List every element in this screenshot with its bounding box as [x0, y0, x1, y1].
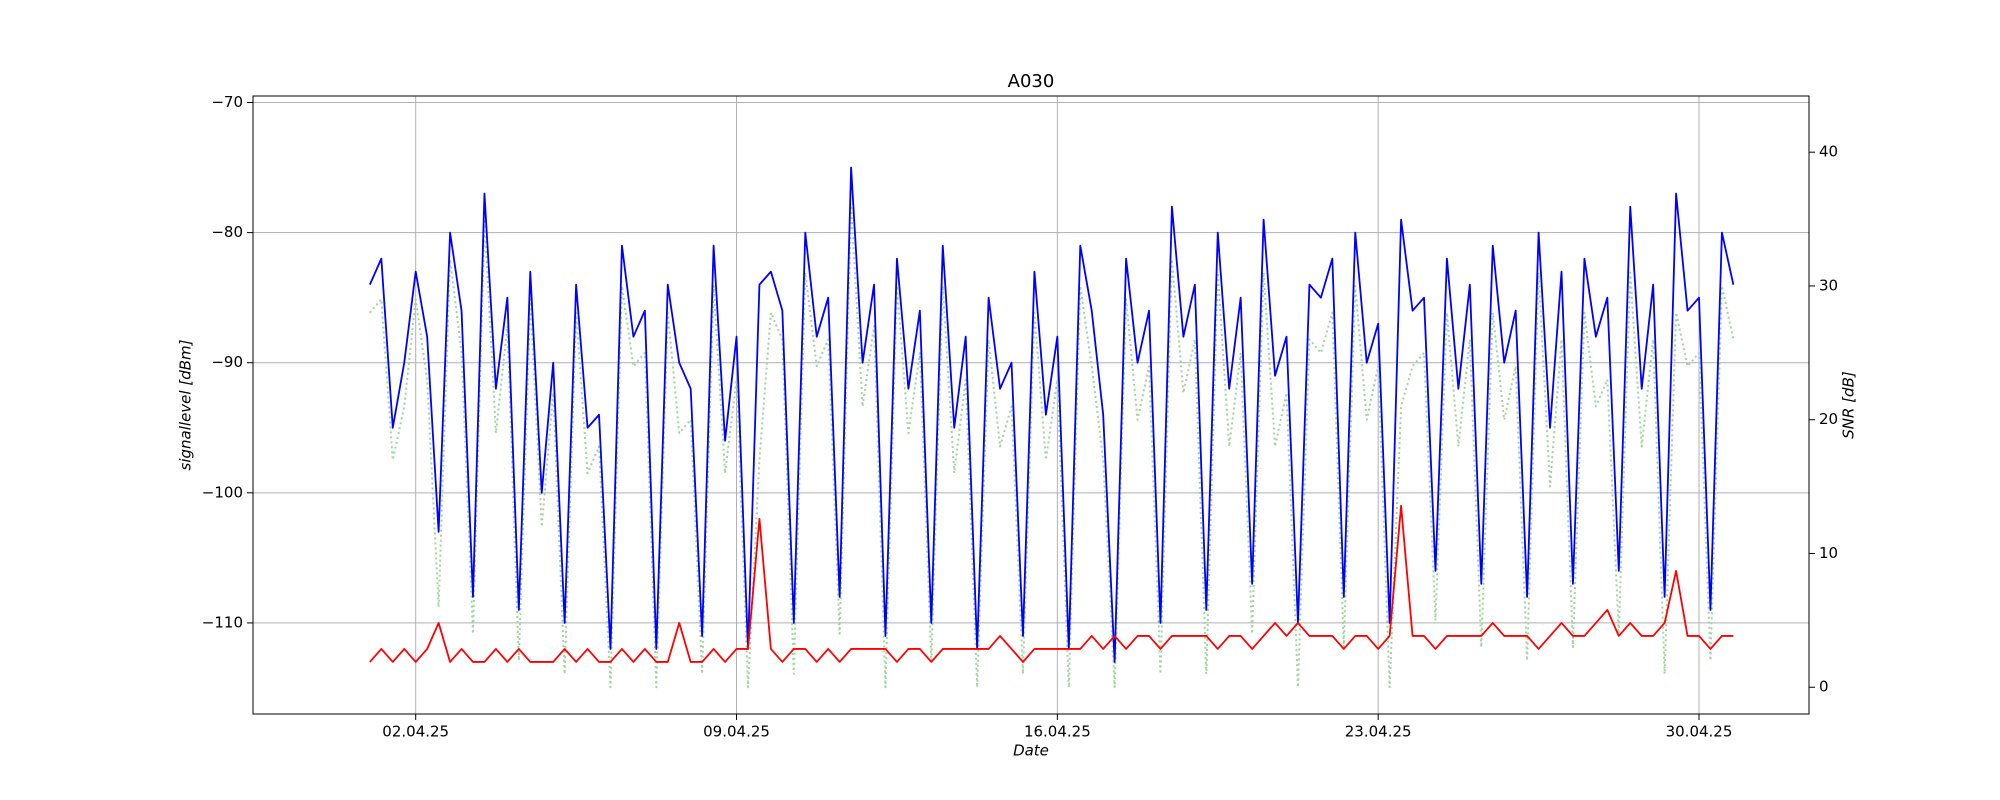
chart-title: A030 — [1008, 71, 1055, 92]
x-tick-label: 02.04.25 — [382, 723, 449, 741]
plot-area — [369, 166, 1735, 689]
axes-frame — [252, 95, 1810, 715]
y2-tick-label: 0 — [1819, 678, 1829, 696]
y2-tick-label: 20 — [1819, 410, 1838, 428]
x-tick-label: 16.04.25 — [1024, 723, 1091, 741]
y2-tick-label: 40 — [1819, 143, 1838, 161]
data-line — [369, 504, 1734, 663]
y-tick-label: −90 — [211, 353, 243, 371]
data-line — [369, 204, 1735, 689]
y-tick-label: −70 — [211, 93, 243, 111]
ticks: 02.04.25 09.04.25 16.04.25 23.04.25 30.04.25… — [202, 93, 1838, 740]
y-axis-label: signallevel [dBm] — [177, 339, 195, 470]
y-tick-label: −80 — [211, 223, 243, 241]
data-line — [369, 166, 1735, 663]
x-axis-label: Date — [1013, 742, 1049, 760]
x-tick-label: 23.04.25 — [1345, 723, 1412, 741]
y2-tick-label: 30 — [1819, 276, 1838, 294]
y2-axis-label: SNR [dB] — [1840, 371, 1858, 439]
x-tick-label: 30.04.25 — [1666, 723, 1733, 741]
x-tick-label: 09.04.25 — [703, 723, 770, 741]
y-tick-label: −110 — [202, 613, 243, 631]
y2-tick-label: 10 — [1819, 544, 1838, 562]
y-tick-label: −100 — [202, 483, 243, 501]
